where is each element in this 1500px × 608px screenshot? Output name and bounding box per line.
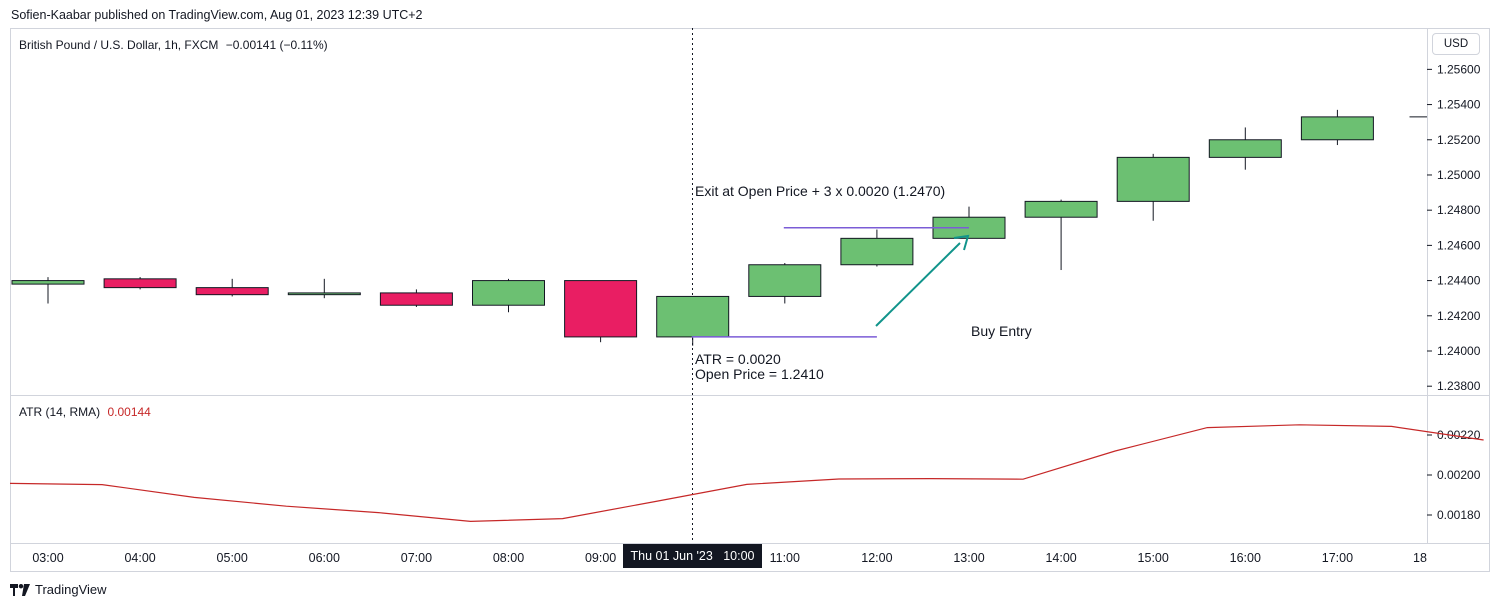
time-tick-label: 03:00 [32,551,63,565]
candle-body [472,280,545,306]
candle-body [1208,139,1282,158]
symbol-label: British Pound / U.S. Dollar, 1h, FXCM [19,38,219,52]
crosshair-time-label: Thu 01 Jun '23 10:00 [623,544,762,568]
candle-body [11,280,85,285]
price-tick-label: 1.24800 [1437,203,1481,217]
atr-value: 0.00144 [107,405,151,419]
time-tick-label: 04:00 [124,551,155,565]
time-tick-label: 18 [1413,551,1427,565]
levels-layer [691,227,969,338]
time-axis-ticks: 03:00 04:00 05:00 06:00 07:00 08:00 09:00 11:00… [32,551,1427,565]
currency-button[interactable]: USD [1432,33,1480,55]
candle-body [656,295,730,338]
tradingview-brand[interactable]: TradingView [10,582,107,597]
price-tick-label: 1.25400 [1437,98,1481,112]
atr-annotation: ATR = 0.0020 [695,351,781,367]
entry-exit-arrow [875,234,970,327]
arrow-shaft [875,242,961,327]
time-tick-label: 09:00 [585,551,616,565]
price-axis-ticks: 1.25600 1.25400 1.25200 1.25000 1.24800 1.246… [1427,62,1481,393]
price-tick-label: 1.24000 [1437,344,1481,358]
time-tick-label: 08:00 [493,551,524,565]
atr-axis-ticks: 0.00220 0.00200 0.00180 [1427,428,1481,522]
buy-entry-annotation: Buy Entry [971,323,1032,339]
price-tick-label: 1.25200 [1437,133,1481,147]
candle-body [564,280,638,338]
atr-label: ATR (14, RMA) [19,405,101,419]
candle-body [379,292,453,306]
chart-frame [10,28,1490,572]
atr-tick-label: 0.00200 [1437,468,1481,482]
time-tick-label: 11:00 [770,551,800,565]
time-tick-label: 07:00 [401,551,432,565]
time-tick-label: 17:00 [1322,551,1353,565]
open-price-annotation: Open Price = 1.2410 [695,366,824,382]
tradingview-logo-icon [10,583,30,596]
candle-body [840,237,914,266]
time-tick-label: 16:00 [1230,551,1261,565]
price-tick-label: 1.24200 [1437,309,1481,323]
candle-body [1300,116,1374,141]
price-tick-label: 1.24400 [1437,274,1481,288]
time-tick-label: 15:00 [1138,551,1169,565]
atr-tick-label: 0.00180 [1437,508,1481,522]
publisher-line: Sofien-Kaabar published on TradingView.c… [11,8,423,22]
exit-annotation: Exit at Open Price + 3 x 0.0020 (1.2470) [695,183,946,199]
price-tick-label: 1.25600 [1437,62,1481,76]
price-tick-label: 1.25000 [1437,168,1481,182]
price-tick-label: 1.23800 [1437,379,1481,393]
brand-name: TradingView [35,582,107,597]
atr-line [9,424,1484,523]
time-tick-label: 05:00 [217,551,248,565]
atr-legend: ATR (14, RMA) 0.00144 [19,405,151,419]
price-legend: British Pound / U.S. Dollar, 1h, FXCM −0… [19,38,328,52]
time-tick-label: 06:00 [309,551,340,565]
candle-body [1024,200,1098,218]
candles-layer [11,109,1427,346]
arrow-head [953,234,970,251]
time-tick-label: 14:00 [1045,551,1076,565]
candle-body [287,292,361,296]
candle-body [1116,156,1190,202]
atr-tick-label: 0.00220 [1437,428,1481,442]
time-tick-label: 12:00 [861,551,892,565]
price-tick-label: 1.24600 [1437,238,1481,252]
candle-body [748,264,822,297]
price-change: −0.00141 (−0.11%) [225,38,328,52]
candle-body [103,278,177,289]
time-tick-label: 13:00 [953,551,984,565]
candle-body [195,287,269,296]
